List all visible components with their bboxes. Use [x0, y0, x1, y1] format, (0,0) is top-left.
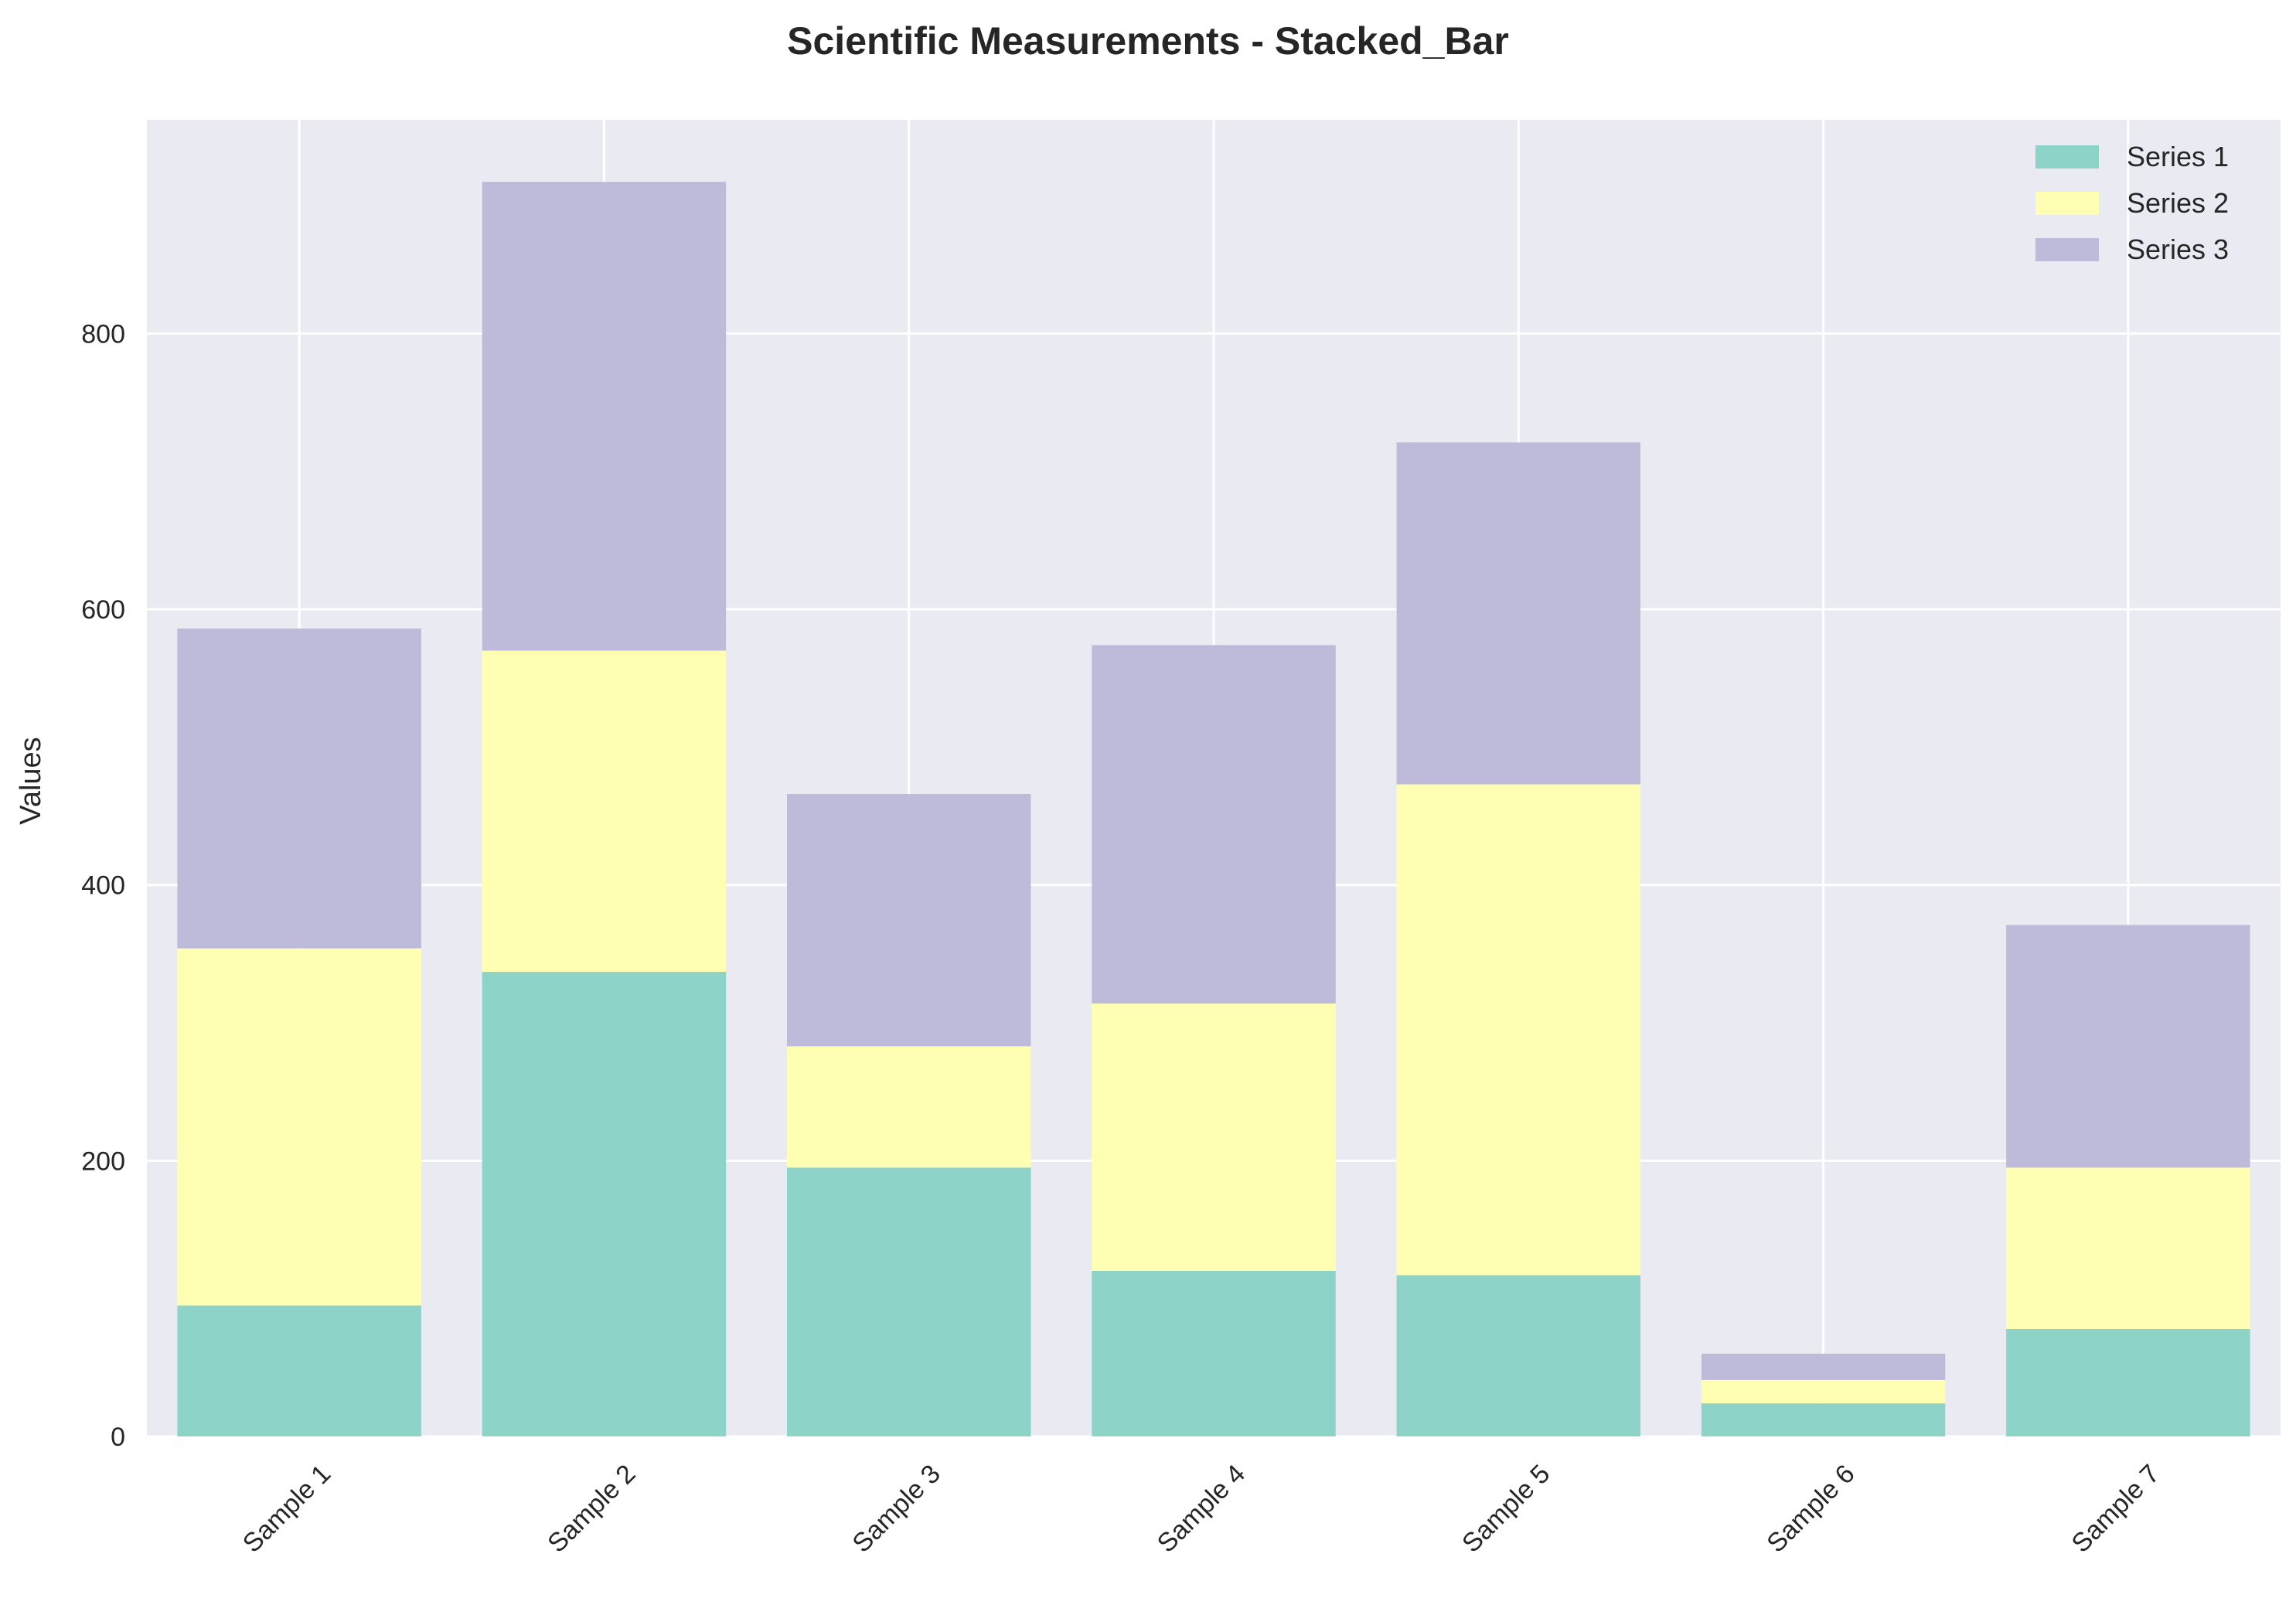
- legend-label-series-3: Series 3: [2127, 233, 2229, 265]
- y-tick-label-4: 800: [81, 319, 125, 349]
- bar-sample-3-series-3: [787, 794, 1031, 1047]
- legend-label-series-2: Series 2: [2127, 187, 2229, 219]
- bar-sample-2-series-3: [482, 182, 727, 651]
- bar-sample-6-series-2: [1701, 1379, 1946, 1404]
- bar-sample-1-series-2: [177, 948, 421, 1306]
- bar-sample-4-series-3: [1092, 645, 1336, 1004]
- bar-sample-1-series-3: [177, 629, 421, 949]
- bar-sample-7-series-3: [2006, 925, 2250, 1168]
- legend-swatch-series-3: [2035, 238, 2099, 261]
- legend: Series 1 Series 2 Series 3: [2035, 141, 2229, 265]
- bar-sample-5-series-3: [1396, 442, 1640, 785]
- bar-sample-7-series-1: [2006, 1328, 2250, 1436]
- y-tick-label-0: 0: [111, 1423, 125, 1452]
- y-tick-label-2: 400: [81, 871, 125, 901]
- legend-swatch-series-1: [2035, 145, 2099, 169]
- y-tick-labels: 0 200 400 600 800: [81, 319, 125, 1452]
- bar-sample-7-series-2: [2006, 1167, 2250, 1329]
- bar-sample-2-series-2: [482, 650, 727, 973]
- bar-sample-6-series-3: [1701, 1354, 1946, 1380]
- legend-label-series-1: Series 1: [2127, 141, 2229, 172]
- bar-sample-5-series-1: [1396, 1275, 1640, 1436]
- bar-sample-4-series-2: [1092, 1003, 1336, 1272]
- bar-sample-3-series-1: [787, 1167, 1031, 1436]
- bars: [177, 182, 2250, 1436]
- y-axis-label: Values: [15, 737, 47, 824]
- legend-swatch-series-2: [2035, 192, 2099, 215]
- bar-sample-2-series-1: [482, 972, 727, 1436]
- bar-sample-6-series-1: [1701, 1403, 1946, 1436]
- bar-sample-3-series-2: [787, 1046, 1031, 1168]
- bar-sample-5-series-2: [1396, 784, 1640, 1276]
- bar-sample-4-series-1: [1092, 1271, 1336, 1436]
- chart-title: Scientific Measurements - Stacked_Bar: [787, 19, 1509, 63]
- bar-sample-1-series-1: [177, 1305, 421, 1436]
- y-tick-label-3: 600: [81, 595, 125, 625]
- y-tick-label-1: 200: [81, 1147, 125, 1176]
